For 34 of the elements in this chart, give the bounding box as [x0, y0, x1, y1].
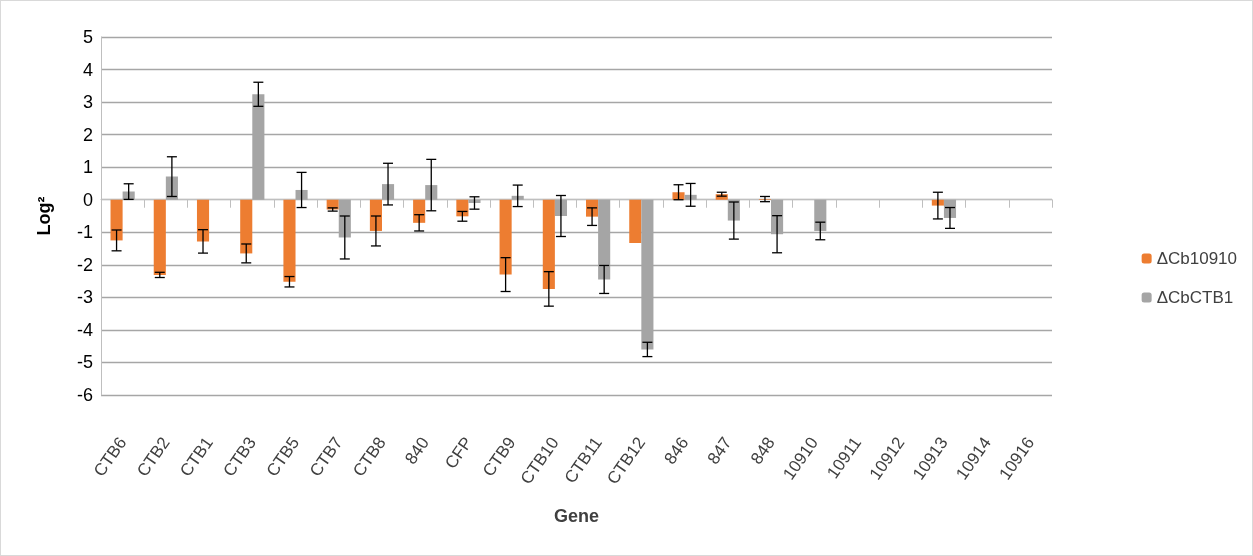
y-tick-label: -2: [76, 254, 93, 275]
y-tick-label: 0: [82, 189, 93, 210]
legend-label: ΔCb10910: [1156, 249, 1238, 268]
bar: [153, 199, 166, 275]
bar: [240, 199, 253, 254]
bar: [542, 199, 555, 289]
bar: [413, 199, 426, 223]
y-tick-label: 2: [82, 124, 93, 145]
y-tick-label: 3: [82, 92, 93, 113]
x-tick-label: 847: [703, 433, 736, 468]
y-tick-label: 4: [82, 59, 93, 80]
y-tick-label: 1: [82, 157, 93, 178]
bar: [468, 199, 481, 203]
bar: [629, 199, 642, 244]
bar: [425, 185, 438, 200]
x-axis-title: Gene: [553, 506, 600, 526]
x-tick-label: 840: [401, 433, 433, 468]
bar: [283, 199, 296, 282]
y-tick-label: -1: [76, 222, 93, 243]
legend-label: ΔCbCTB1: [1156, 288, 1234, 307]
x-tick-label: 848: [746, 433, 779, 468]
x-tick-label: 846: [660, 433, 693, 468]
y-tick-label: -4: [76, 319, 93, 340]
y-tick-label: -3: [76, 287, 93, 308]
bar: [196, 199, 210, 242]
bar: [295, 189, 308, 200]
y-tick-label: -6: [76, 385, 93, 405]
bar: [511, 195, 524, 200]
bar: [684, 194, 697, 200]
bar: [110, 199, 123, 241]
y-axis-title: Log²: [34, 196, 54, 236]
y-tick-label: -5: [76, 352, 93, 373]
bar: [499, 199, 512, 275]
y-tick-label: 5: [82, 27, 93, 47]
